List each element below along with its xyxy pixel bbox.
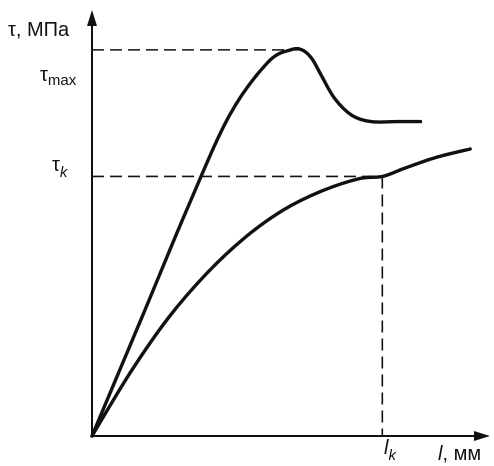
tick-label-tau-max: τmax (40, 64, 77, 89)
series-line-1 (90, 46, 423, 438)
x-axis-arrow (474, 431, 490, 441)
series-line-2 (90, 147, 472, 438)
tick-label-tau-max-sub: max (48, 72, 77, 89)
y-axis-label: τ, МПа (8, 19, 70, 41)
x-axis-label-unit: , мм (442, 443, 481, 465)
tick-label-tau-k: τk (52, 154, 69, 181)
series-group (90, 46, 472, 438)
dashed-guides (92, 49, 384, 436)
tick-label-l-k-sub: k (388, 447, 397, 464)
y-axis-arrow (87, 10, 97, 26)
x-axis-label: l, мм (438, 443, 481, 465)
tick-label-tau-k-sub: k (60, 164, 69, 181)
tick-label-tau-max-base: τ (40, 64, 48, 86)
x-axis-label-var: l (438, 443, 443, 465)
axes (87, 10, 490, 441)
tick-label-tau-k-base: τ (52, 154, 60, 176)
tick-label-l-k-base: l (384, 437, 389, 459)
tick-label-l-k: lk (384, 437, 397, 464)
